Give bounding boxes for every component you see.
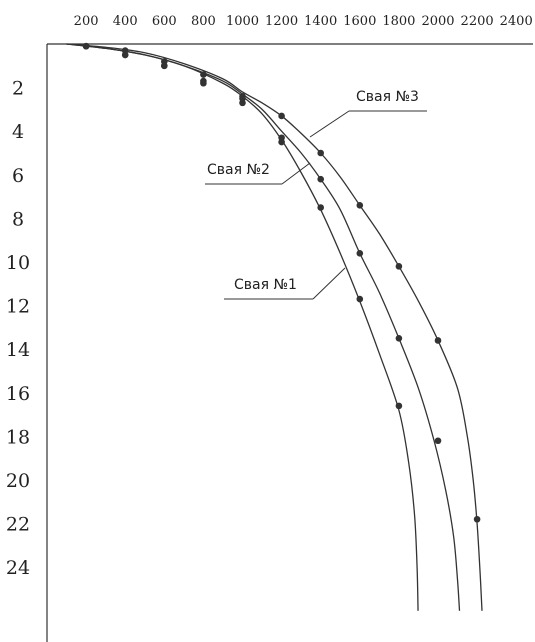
y-tick-label: 10 [6, 252, 30, 274]
y-tick-label: 22 [6, 514, 30, 536]
y-tick-label: 4 [12, 121, 24, 143]
series-annotations: Свая №3 Свая №2 Свая №1 [205, 89, 427, 300]
data-point [278, 112, 285, 120]
y-tick-label: 6 [12, 165, 24, 187]
x-tick-label: 2200 [461, 14, 494, 29]
x-tick-label: 2000 [421, 14, 454, 29]
data-point [317, 149, 325, 157]
data-point [356, 249, 364, 257]
series-line-1 [66, 43, 419, 611]
data-point [395, 335, 403, 342]
x-tick-label: 2400 [500, 14, 533, 29]
y-tick-label: 12 [6, 296, 30, 318]
data-point [161, 58, 168, 65]
x-tick-label: 1200 [265, 14, 298, 29]
series-markers [82, 42, 481, 523]
x-tick-label: 1800 [382, 14, 415, 29]
y-tick-label: 16 [6, 383, 30, 405]
data-point [200, 71, 207, 78]
x-tick-labels: 200 400 600 800 1000 1200 1400 1600 1800 2000 2200… [74, 14, 533, 29]
series-label: Свая №3 [356, 89, 419, 105]
data-point [434, 337, 442, 344]
x-tick-label: 600 [152, 14, 177, 29]
data-point [356, 202, 364, 209]
data-point [434, 437, 442, 445]
x-tick-label: 1600 [343, 14, 376, 29]
data-point [317, 175, 325, 183]
data-point [82, 42, 90, 50]
data-point [121, 47, 129, 54]
data-point [473, 515, 481, 523]
series-line-2 [66, 43, 461, 611]
label-leader-line [312, 267, 346, 300]
data-point [278, 134, 285, 142]
series-line-3 [66, 43, 483, 611]
label-leader-line [281, 162, 311, 185]
data-point [200, 77, 207, 85]
label-leader-line [309, 110, 350, 138]
y-tick-label: 2 [12, 78, 24, 100]
data-point [239, 93, 246, 100]
x-tick-label: 200 [74, 14, 99, 29]
x-tick-label: 800 [191, 14, 216, 29]
x-tick-label: 400 [113, 14, 138, 29]
series-curves [66, 43, 483, 611]
data-point [356, 295, 364, 303]
x-tick-label: 1000 [226, 14, 259, 29]
series-label: Свая №2 [207, 162, 270, 178]
y-tick-label: 14 [6, 339, 30, 361]
data-point [317, 204, 325, 211]
y-tick-label: 20 [6, 470, 30, 492]
data-point [395, 263, 403, 270]
axes [46, 43, 533, 642]
series-label: Свая №1 [234, 277, 297, 293]
y-tick-label: 24 [6, 557, 30, 579]
y-tick-label: 18 [6, 426, 30, 448]
data-point [395, 402, 403, 410]
x-tick-label: 1400 [304, 14, 337, 29]
y-tick-label: 8 [12, 208, 24, 230]
